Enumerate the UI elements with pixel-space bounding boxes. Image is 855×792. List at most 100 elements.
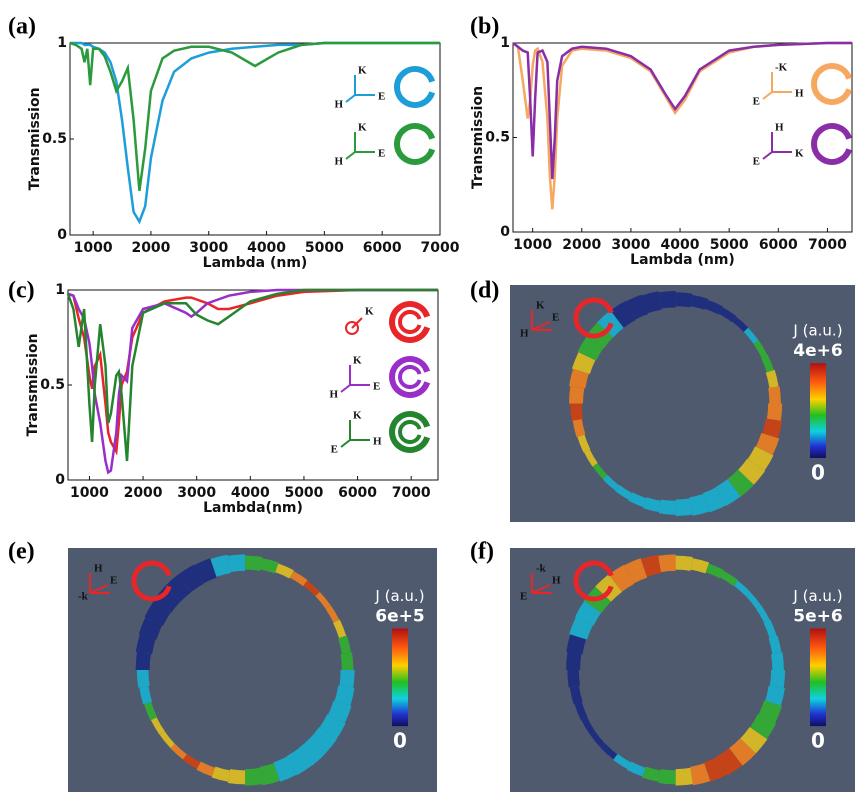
current-arc xyxy=(743,327,759,344)
current-arc xyxy=(749,714,777,739)
icon-label: K xyxy=(795,148,804,160)
current-arc xyxy=(640,554,662,577)
icon-label: H xyxy=(373,436,382,448)
x-tick-label: 7000 xyxy=(421,240,460,256)
x-axis-label: Lambda (nm) xyxy=(203,255,308,271)
x-tick-label: 2000 xyxy=(124,485,163,501)
field-map xyxy=(68,548,437,792)
current-arc xyxy=(658,290,676,309)
colorbar xyxy=(810,628,826,727)
current-arc xyxy=(211,766,231,782)
current-arc xyxy=(144,601,171,626)
x-tick-label: 6000 xyxy=(338,485,377,501)
current-arc xyxy=(760,354,774,373)
current-arc xyxy=(572,419,586,438)
current-arc xyxy=(610,301,636,328)
current-arc xyxy=(339,669,355,688)
current-arc xyxy=(642,497,662,513)
current-arc xyxy=(766,403,783,421)
panel-label: (b) xyxy=(470,14,499,40)
current-arc xyxy=(244,767,263,786)
ring-icon xyxy=(394,123,436,165)
current-arc xyxy=(704,299,723,315)
icon-label: E xyxy=(378,91,385,103)
y-tick-label: 1 xyxy=(55,282,65,298)
icon-label: K xyxy=(358,122,367,134)
current-arc xyxy=(614,484,633,500)
y-axis-label: Transmission xyxy=(27,87,43,190)
current-arc xyxy=(703,756,727,782)
current-arc xyxy=(574,702,588,721)
current-arc xyxy=(566,634,587,655)
icon-label: E xyxy=(373,381,380,393)
ring-icon xyxy=(398,310,422,334)
icon-dot xyxy=(345,321,359,335)
icon-label: H xyxy=(334,156,343,168)
y-tick-label: 0.5 xyxy=(42,131,67,147)
current-arc xyxy=(340,652,354,671)
current-arc xyxy=(720,571,739,587)
panel-label: (d) xyxy=(470,278,499,304)
current-arc xyxy=(570,403,583,421)
ring-icon xyxy=(811,63,853,105)
current-arc xyxy=(170,743,187,760)
series-line xyxy=(67,288,438,475)
ring-icon xyxy=(573,297,614,339)
current-arc xyxy=(153,586,181,614)
current-arc xyxy=(273,756,297,782)
current-arc xyxy=(584,449,598,467)
current-arc xyxy=(144,702,158,721)
current-arc xyxy=(135,652,151,671)
field-map xyxy=(510,285,855,522)
icon-arrow xyxy=(531,321,551,331)
series-line xyxy=(70,41,440,225)
current-arc xyxy=(732,316,749,333)
current-arc xyxy=(260,558,279,574)
ring-icon xyxy=(394,66,436,108)
series-line xyxy=(512,41,852,210)
current-arc xyxy=(210,554,231,577)
x-tick-label: 5000 xyxy=(710,237,749,253)
x-tick-label: 2000 xyxy=(131,240,170,256)
series-line xyxy=(69,41,440,191)
x-tick-label: 7000 xyxy=(808,237,847,253)
colorbar-title: J (a.u.) xyxy=(792,322,842,340)
x-tick-label: 4000 xyxy=(661,237,700,253)
ring-icon xyxy=(398,365,422,389)
current-arc xyxy=(592,463,608,480)
x-axis-label: Lambda(nm) xyxy=(203,500,303,516)
icon-label: K xyxy=(353,410,362,422)
current-arc xyxy=(136,669,150,688)
current-arc xyxy=(675,498,693,517)
series-line xyxy=(512,41,852,180)
current-arc xyxy=(196,761,216,777)
panel-label: (a) xyxy=(8,14,36,40)
icon-arrow xyxy=(340,439,351,448)
icon-label: E xyxy=(753,156,760,168)
current-arc xyxy=(755,432,780,455)
current-arc xyxy=(658,499,676,515)
current-arc xyxy=(769,669,786,688)
icon-arrow xyxy=(762,91,773,100)
x-tick-label: 1000 xyxy=(70,485,109,501)
x-tick-label: 6000 xyxy=(759,237,798,253)
y-tick-label: 0 xyxy=(57,227,67,243)
x-tick-label: 3000 xyxy=(611,237,650,253)
current-arc xyxy=(641,291,662,314)
current-arc xyxy=(590,731,606,748)
current-arc xyxy=(771,652,784,671)
x-tick-label: 2000 xyxy=(562,237,601,253)
panel-label: (e) xyxy=(8,539,35,565)
icon-arrow xyxy=(89,584,109,594)
current-arc xyxy=(705,563,725,579)
colorbar-title: J (a.u.) xyxy=(792,587,842,605)
current-arc xyxy=(572,352,596,375)
current-arc xyxy=(303,580,320,597)
icon-label: E xyxy=(552,312,559,324)
colorbar-max: 5e+6 xyxy=(793,607,842,627)
ring-icon xyxy=(389,411,431,453)
icon-label: -K xyxy=(775,62,788,74)
icon-label: H xyxy=(94,563,103,575)
